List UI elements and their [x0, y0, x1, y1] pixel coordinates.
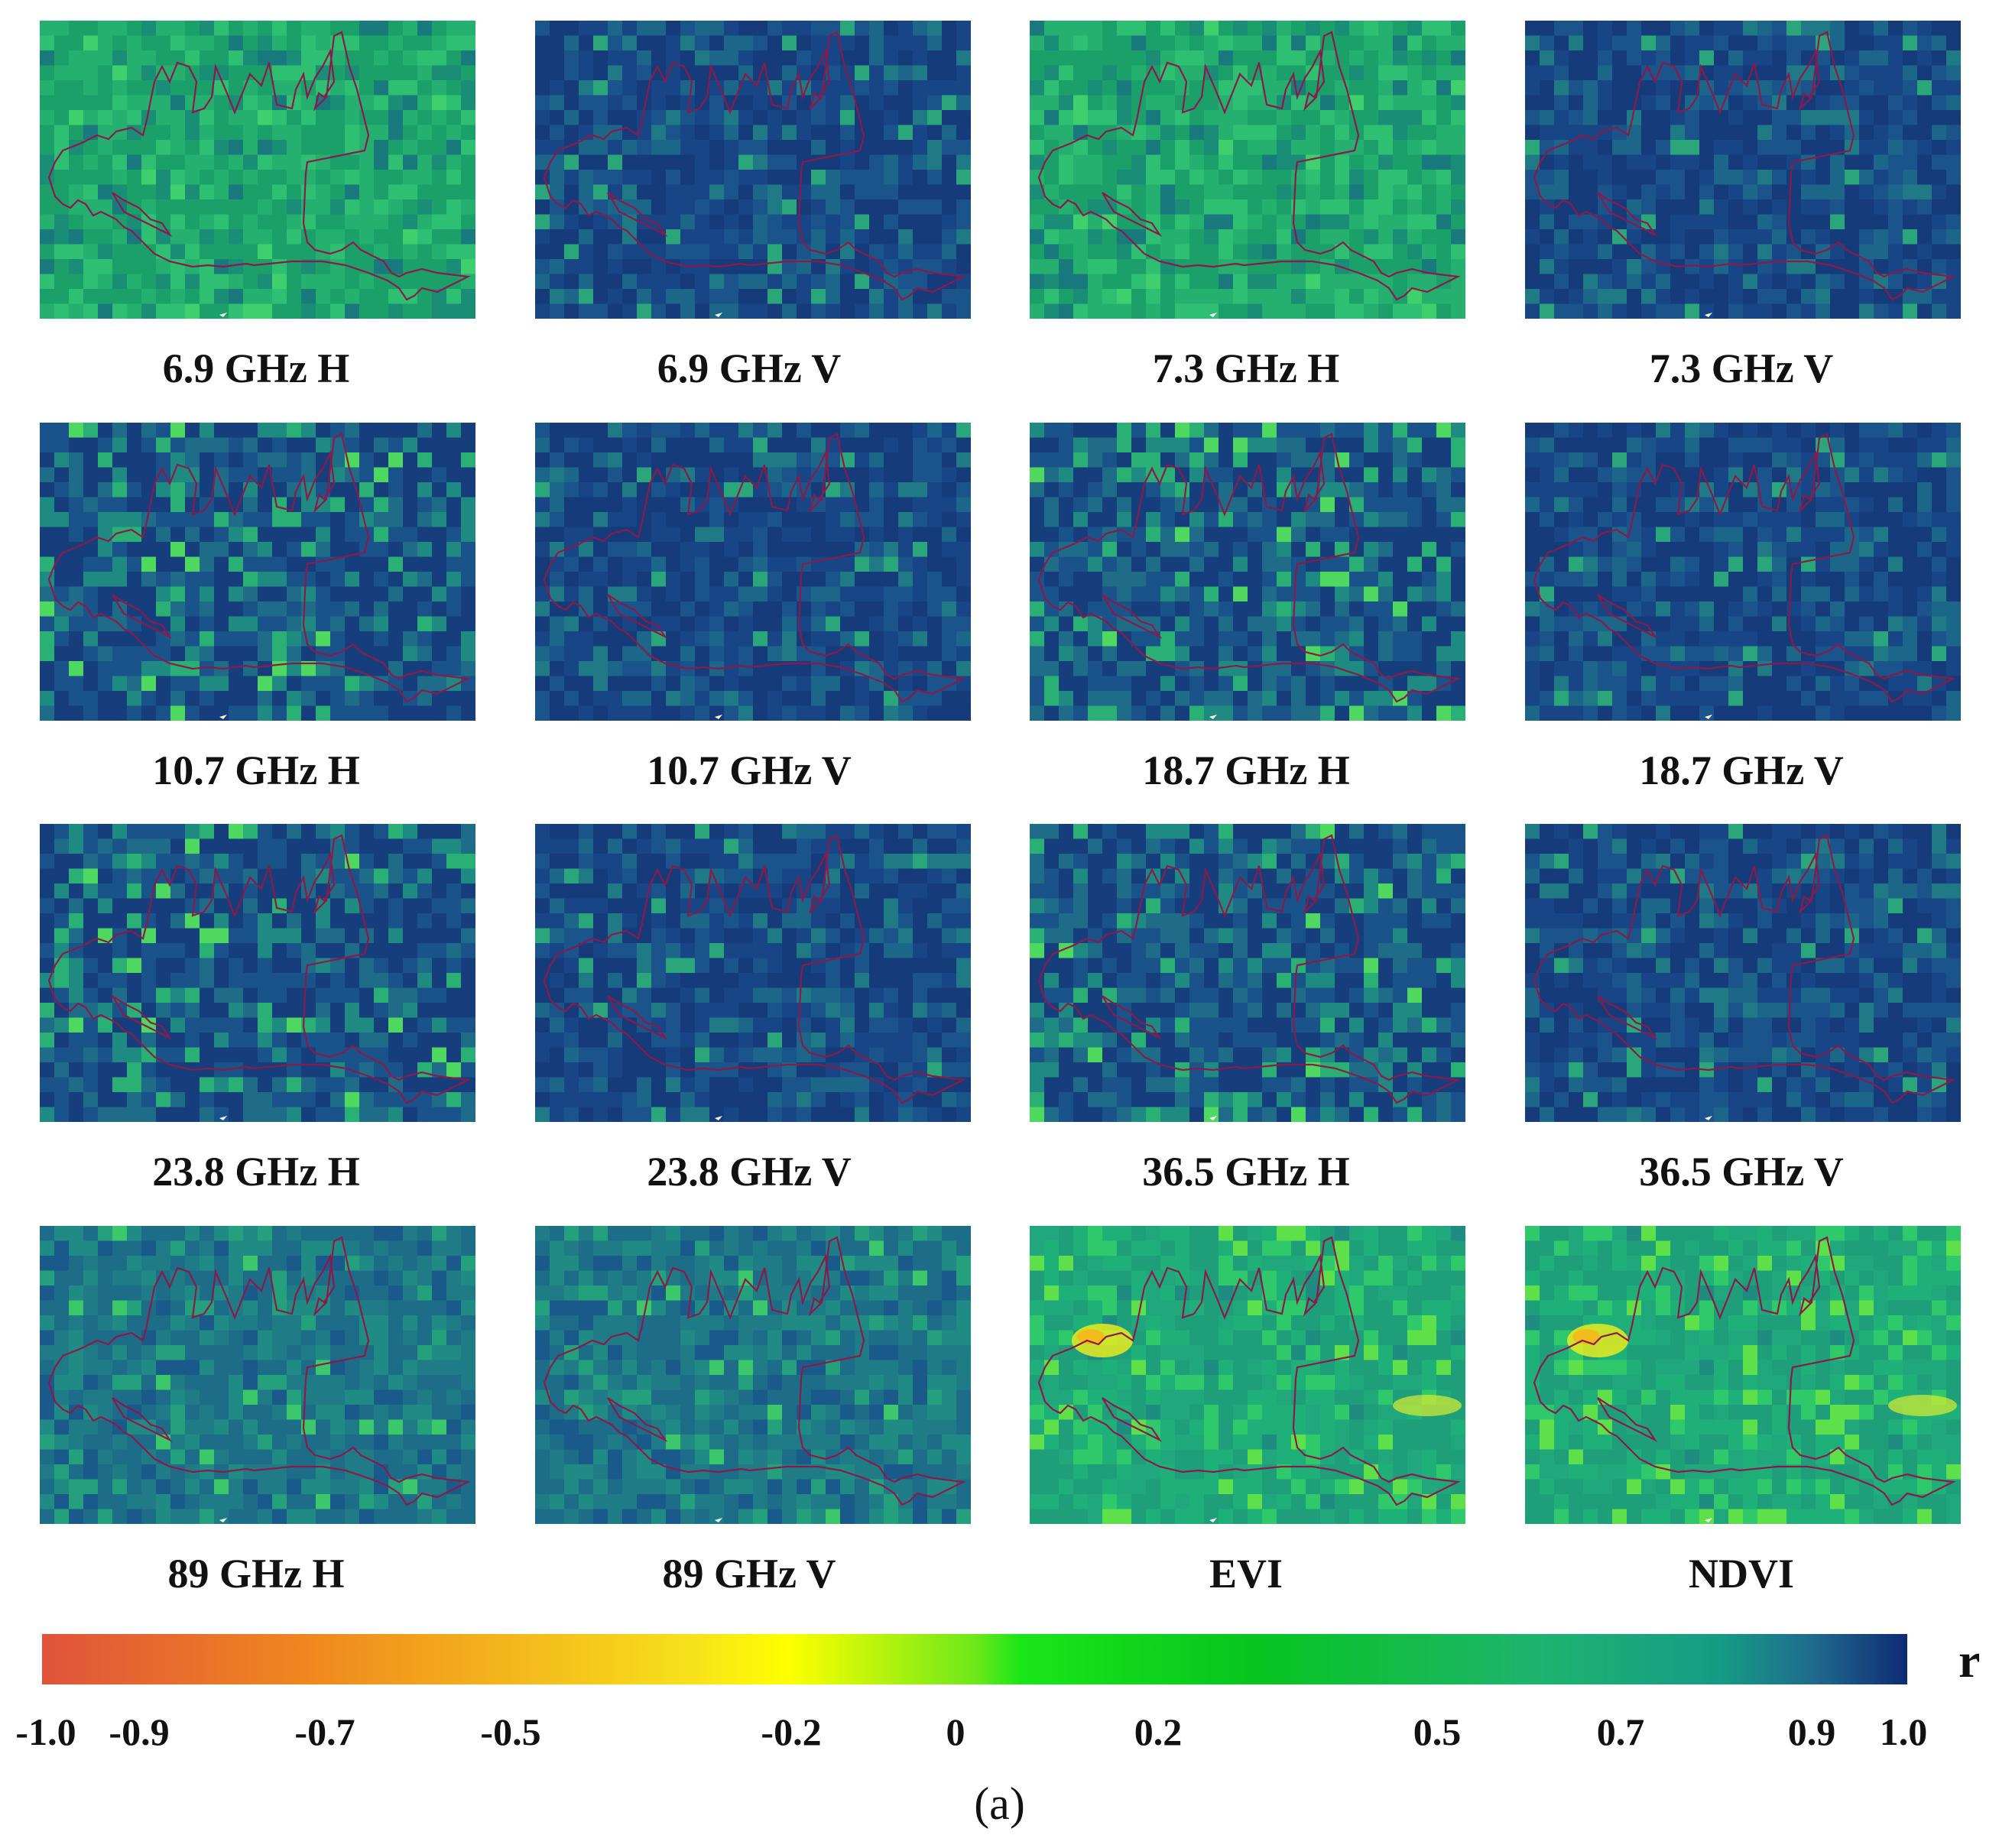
map-panel	[40, 824, 475, 1122]
region-boundary	[1533, 433, 1956, 703]
panel-label: NDVI	[1688, 1551, 1794, 1597]
map-image	[1030, 824, 1465, 1122]
colorbar-tick-label: -1.0	[15, 1710, 76, 1753]
panel-label: 18.7 GHz H	[1142, 747, 1350, 793]
panel-label: 89 GHz H	[167, 1551, 345, 1597]
map-panel	[40, 423, 475, 721]
colorbar-tick-label: -0.7	[294, 1710, 355, 1753]
colorbar	[42, 1634, 1907, 1684]
marker-icon	[219, 313, 227, 317]
map-panel	[1525, 824, 1961, 1122]
colorbar-tick-label: -0.9	[109, 1710, 170, 1753]
region-boundary	[1037, 31, 1461, 301]
map-panel	[535, 423, 971, 721]
map-panel	[1525, 423, 1961, 721]
figure-caption: (a)	[974, 1778, 1025, 1829]
map-panel	[1525, 21, 1961, 319]
panel-label: 6.9 GHz V	[657, 345, 842, 391]
map-panel	[1030, 824, 1465, 1122]
map-panel	[40, 1226, 475, 1524]
marker-icon	[1705, 1116, 1712, 1120]
map-panel	[535, 824, 971, 1122]
marker-icon	[219, 1116, 227, 1120]
colorbar-tick-label: -0.5	[480, 1710, 541, 1753]
panel-label: 10.7 GHz H	[152, 747, 360, 793]
map-image	[1030, 423, 1465, 721]
region-boundary	[1533, 834, 1956, 1104]
colorbar-tick-label: 0.5	[1413, 1710, 1462, 1753]
map-panel	[40, 21, 475, 319]
panel-label: 10.7 GHz V	[647, 747, 852, 793]
map-panel	[535, 21, 971, 319]
marker-icon	[219, 715, 227, 719]
panel-label: 7.3 GHz V	[1649, 345, 1834, 391]
region-boundary	[543, 31, 966, 301]
map-image	[535, 21, 971, 319]
region-boundary	[1533, 1236, 1956, 1506]
map-image	[1525, 1226, 1961, 1524]
map-panel	[1030, 423, 1465, 721]
marker-icon	[1705, 715, 1712, 719]
panel-label: 18.7 GHz V	[1639, 747, 1844, 793]
panel-label: EVI	[1209, 1551, 1283, 1597]
map-image	[535, 1226, 971, 1524]
map-image	[40, 21, 475, 319]
map-image	[1525, 824, 1961, 1122]
map-panel	[535, 1226, 971, 1524]
region-boundary	[543, 433, 966, 703]
colorbar-tick-label: -0.2	[761, 1710, 822, 1753]
map-image	[1525, 21, 1961, 319]
marker-icon	[1209, 313, 1217, 317]
region-boundary	[47, 31, 471, 301]
panel-label: 89 GHz V	[662, 1551, 836, 1597]
map-image	[40, 423, 475, 721]
region-boundary	[1037, 834, 1461, 1104]
map-image	[40, 1226, 475, 1524]
region-boundary	[47, 1236, 471, 1506]
panel-label: 7.3 GHz H	[1152, 345, 1340, 391]
colorbar-tick-label: 0.9	[1787, 1710, 1836, 1753]
region-boundary	[543, 1236, 966, 1506]
map-image	[1030, 1226, 1465, 1524]
colorbar-label: r	[1958, 1633, 1981, 1688]
marker-icon	[715, 715, 722, 719]
colorbar-tick-label: 1.0	[1879, 1710, 1928, 1753]
map-image	[1525, 423, 1961, 721]
panel-label: 23.8 GHz V	[647, 1149, 852, 1195]
region-boundary	[1037, 433, 1461, 703]
map-image	[1030, 21, 1465, 319]
panel-label: 23.8 GHz H	[152, 1149, 360, 1195]
map-panel	[1030, 21, 1465, 319]
marker-icon	[219, 1518, 227, 1522]
colorbar-tick-label: 0.7	[1596, 1710, 1645, 1753]
map-image	[535, 423, 971, 721]
map-panel	[1030, 1226, 1465, 1524]
marker-icon	[1705, 1518, 1712, 1522]
region-boundary	[47, 834, 471, 1104]
panel-label: 36.5 GHz H	[1142, 1149, 1350, 1195]
marker-icon	[1209, 1116, 1217, 1120]
region-boundary	[1533, 31, 1956, 301]
marker-icon	[1705, 313, 1712, 317]
colorbar-tick-label: 0.2	[1134, 1710, 1183, 1753]
marker-icon	[715, 313, 722, 317]
map-image	[535, 824, 971, 1122]
marker-icon	[1209, 715, 1217, 719]
marker-icon	[715, 1116, 722, 1120]
region-boundary	[1037, 1236, 1461, 1506]
region-boundary	[543, 834, 966, 1104]
colorbar-gradient	[42, 1634, 1907, 1684]
marker-icon	[1209, 1518, 1217, 1522]
panel-label: 36.5 GHz V	[1639, 1149, 1844, 1195]
region-boundary	[47, 433, 471, 703]
colorbar-tick-label: 0	[946, 1710, 965, 1753]
marker-icon	[715, 1518, 722, 1522]
panel-label: 6.9 GHz H	[162, 345, 350, 391]
map-panel	[1525, 1226, 1961, 1524]
map-image	[40, 824, 475, 1122]
